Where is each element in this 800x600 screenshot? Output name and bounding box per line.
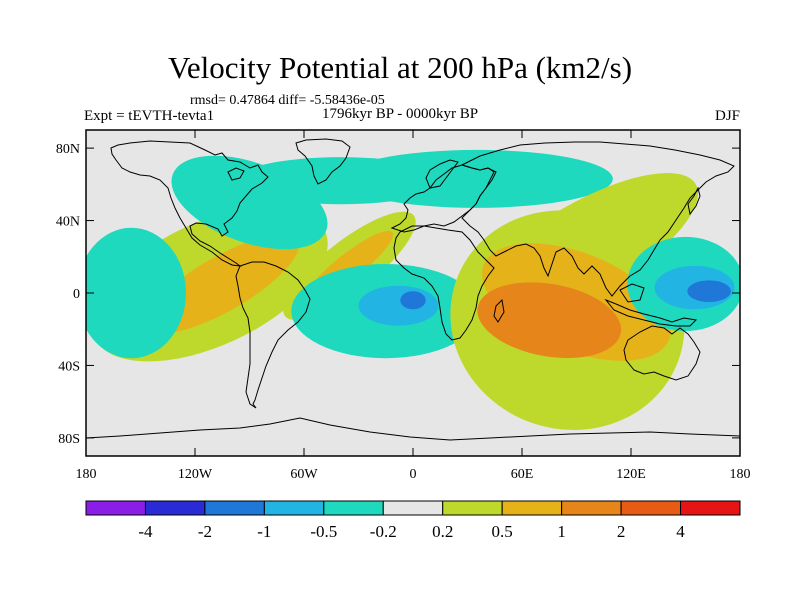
y-tick-label-2: 0 xyxy=(73,287,80,302)
x-tick-label-2: 60W xyxy=(290,467,318,482)
field-contour-7 xyxy=(86,227,186,359)
colorbar-box-9 xyxy=(620,500,682,516)
colorbar-label-5: 0.2 xyxy=(432,522,453,541)
colorbar-box-5 xyxy=(382,500,444,516)
axes: 180 120W 60W 0 60E 120E 180 80N 40N 0 40S 80S xyxy=(56,130,751,482)
season-label: DJF xyxy=(714,108,740,124)
colorbar-box-1 xyxy=(144,500,206,516)
colorbar-label-7: 1 xyxy=(557,522,566,541)
y-tick-label-4: 80S xyxy=(58,432,80,447)
x-tick-label-4: 60E xyxy=(511,467,534,482)
experiment-label: Expt = tEVTH-tevta1 xyxy=(84,108,215,124)
coast-madagascar xyxy=(493,298,505,323)
colorbar-label-2: -1 xyxy=(257,522,271,541)
coast-indonesia xyxy=(604,298,698,327)
colorbar-box-4 xyxy=(323,500,384,516)
coast-australia xyxy=(623,325,701,381)
colorbar: -4 -2 -1 -0.5 -0.2 0.2 0.5 1 2 4 xyxy=(85,500,741,541)
colorbar-label-0: -4 xyxy=(138,522,153,541)
colorbar-box-3 xyxy=(263,500,325,516)
field-contour-6 xyxy=(340,149,613,208)
field-layer xyxy=(86,149,740,430)
colorbar-box-8 xyxy=(561,500,622,516)
colorbar-box-10 xyxy=(680,500,741,516)
x-tick-label-6: 180 xyxy=(730,467,751,482)
x-tick-label-0: 180 xyxy=(76,467,97,482)
x-tick-label-3: 0 xyxy=(410,467,417,482)
coast-north-america xyxy=(110,140,269,267)
field-contour-10 xyxy=(400,291,426,310)
colorbar-box-6 xyxy=(442,500,503,516)
colorbar-box-0 xyxy=(85,500,146,516)
x-tick-label-1: 120W xyxy=(178,467,213,482)
y-tick-label-0: 80N xyxy=(56,142,80,157)
x-tick-label-5: 120E xyxy=(616,467,646,482)
colorbar-label-1: -2 xyxy=(198,522,212,541)
colorbar-label-3: -0.5 xyxy=(310,522,337,541)
y-tick-label-3: 40S xyxy=(58,359,80,374)
colorbar-label-8: 2 xyxy=(617,522,626,541)
coastlines xyxy=(86,138,740,441)
period-label: 1796kyr BP - 0000kyr BP xyxy=(322,106,479,122)
stats-label: rmsd= 0.47864 diff= -5.58436e-05 xyxy=(190,93,385,108)
coast-hudson-bay xyxy=(227,167,245,181)
field-contour-14 xyxy=(477,282,622,359)
field-contour-17 xyxy=(687,280,731,303)
colorbar-label-9: 4 xyxy=(676,522,685,541)
colorbar-box-2 xyxy=(204,500,265,516)
y-tick-label-1: 40N xyxy=(56,215,80,230)
coast-greenland xyxy=(295,138,351,185)
chart-title: Velocity Potential at 200 hPa (km2/s) xyxy=(167,50,633,85)
coast-south-america xyxy=(235,261,311,409)
coast-scandinavia xyxy=(425,159,459,189)
coast-antarctica xyxy=(86,417,740,441)
colorbar-box-7 xyxy=(501,500,563,516)
colorbar-label-6: 0.5 xyxy=(492,522,513,541)
coast-asia xyxy=(460,141,735,297)
coast-japan xyxy=(687,186,701,216)
colorbar-label-4: -0.2 xyxy=(370,522,397,541)
coast-africa xyxy=(393,225,495,341)
field-contour-9 xyxy=(358,285,439,326)
coast-borneo xyxy=(619,283,645,303)
